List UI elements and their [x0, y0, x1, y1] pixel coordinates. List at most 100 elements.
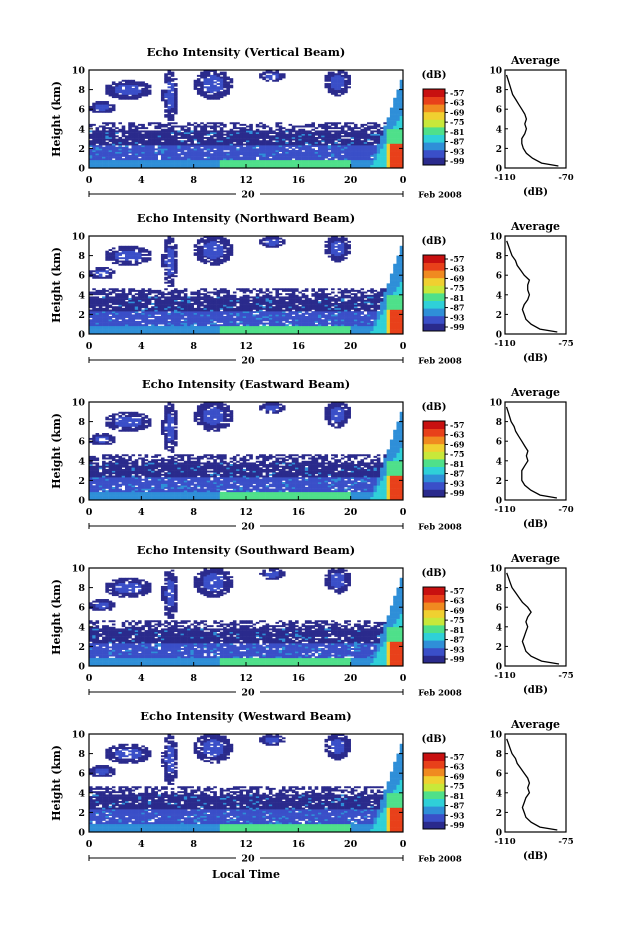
colorbar-tick-label: -63 [450, 98, 465, 108]
avg-y-tick-label: 2 [496, 311, 502, 321]
colorbar-unit: (dB) [422, 734, 447, 745]
y-tick-label: 4 [78, 290, 85, 301]
avg-y-tick-label: 4 [496, 125, 502, 135]
colorbar-tick-label: -63 [450, 762, 465, 772]
colorbar-tick-label: -63 [450, 430, 465, 440]
x-tick-label: 12 [239, 341, 252, 352]
avg-y-tick-label: 4 [496, 457, 502, 467]
y-tick-label: 8 [78, 417, 85, 428]
x-tick-label: 8 [190, 839, 197, 850]
x-tick-label: 4 [138, 341, 145, 352]
x-tick-label: 20 [344, 341, 358, 352]
y-tick-label: 10 [72, 66, 86, 77]
colorbar-tick-label: -69 [450, 107, 465, 117]
x-tick-label: 12 [239, 673, 252, 684]
avg-y-tick-label: 6 [496, 438, 502, 448]
x-tick-label: 0 [86, 673, 93, 684]
colorbar-tick-label: -93 [450, 810, 465, 820]
date-label: Feb 2008 [418, 689, 462, 699]
average-frame [505, 70, 566, 168]
colorbar-unit: (dB) [422, 236, 447, 247]
avg-x-label: (dB) [523, 851, 548, 862]
colorbar-tick-label: -93 [450, 146, 465, 156]
colorbar-tick-label: -93 [450, 644, 465, 654]
average-line [507, 573, 559, 664]
colorbar: -57-63-69-75-81-87-93-99 [423, 88, 465, 166]
colorbar-tick-label: -99 [450, 156, 465, 166]
avg-x-label: (dB) [523, 519, 548, 530]
colorbar-tick-label: -75 [450, 117, 464, 127]
panel-title: Echo Intensity (Vertical Beam) [147, 45, 346, 59]
y-tick-label: 10 [72, 730, 86, 741]
colorbar-tick-label: -87 [450, 303, 464, 313]
colorbar-tick-label: -75 [450, 449, 464, 459]
average-line [507, 241, 558, 332]
colorbar-unit: (dB) [422, 568, 447, 579]
date-label: Feb 2008 [418, 191, 462, 201]
day-label: 20 [241, 688, 255, 699]
colorbar-tick-label: -57 [450, 752, 464, 762]
x-tick-label: 8 [190, 507, 197, 518]
x-tick-label: 0 [400, 839, 407, 850]
x-tick-label: 8 [190, 175, 197, 186]
avg-y-tick-label: 8 [496, 252, 502, 262]
x-tick-label: 16 [292, 673, 306, 684]
x-tick-label: 0 [86, 175, 93, 186]
avg-y-tick-label: 6 [496, 770, 502, 780]
colorbar-tick-label: -69 [450, 439, 465, 449]
day-label: 20 [241, 356, 255, 367]
x-tick-label: 0 [400, 673, 407, 684]
y-tick-label: 4 [78, 622, 85, 633]
panel-title: Echo Intensity (Southward Beam) [137, 543, 355, 557]
y-tick-label: 6 [78, 769, 85, 780]
x-tick-label: 12 [239, 507, 252, 518]
x-tick-label: 20 [344, 839, 358, 850]
colorbar-tick-label: -75 [450, 615, 464, 625]
colorbar: -57-63-69-75-81-87-93-99 [423, 254, 465, 332]
y-tick-label: 8 [78, 749, 85, 760]
y-tick-label: 0 [78, 828, 85, 839]
day-label: 20 [241, 522, 255, 533]
avg-x-label: (dB) [523, 187, 548, 198]
y-tick-label: 2 [78, 476, 85, 487]
x-tick-label: 16 [292, 341, 306, 352]
y-axis-label: Height (km) [50, 81, 63, 157]
y-tick-label: 8 [78, 583, 85, 594]
y-axis-label: Height (km) [50, 579, 63, 655]
avg-x-tick-label: -110 [494, 671, 515, 681]
y-tick-label: 8 [78, 85, 85, 96]
x-tick-label: 8 [190, 673, 197, 684]
y-tick-label: 10 [72, 232, 86, 243]
avg-x-tick-label: -110 [494, 837, 515, 847]
y-tick-label: 0 [78, 662, 85, 673]
x-tick-label: 4 [138, 507, 145, 518]
avg-x-label: (dB) [523, 353, 548, 364]
date-label: Feb 2008 [418, 357, 462, 367]
colorbar-tick-label: -81 [450, 791, 464, 801]
x-tick-label: 8 [190, 341, 197, 352]
colorbar-tick-label: -75 [450, 781, 464, 791]
y-tick-label: 10 [72, 398, 86, 409]
y-tick-label: 4 [78, 124, 85, 135]
avg-y-tick-label: 8 [496, 584, 502, 594]
avg-y-tick-label: 8 [496, 750, 502, 760]
colorbar-tick-label: -99 [450, 820, 465, 830]
average-title: Average [510, 386, 560, 399]
colorbar-tick-label: -87 [450, 137, 464, 147]
avg-y-tick-label: 8 [496, 86, 502, 96]
y-tick-label: 4 [78, 788, 85, 799]
avg-y-tick-label: 10 [489, 233, 502, 243]
colorbar-tick-label: -81 [450, 459, 464, 469]
x-tick-label: 20 [344, 673, 358, 684]
colorbar-tick-label: -57 [450, 254, 464, 264]
avg-x-tick-label: -75 [558, 671, 573, 681]
avg-y-tick-label: 6 [496, 604, 502, 614]
avg-y-tick-label: 2 [496, 145, 502, 155]
day-label: 20 [241, 854, 255, 865]
colorbar-unit: (dB) [422, 402, 447, 413]
avg-y-tick-label: 8 [496, 418, 502, 428]
colorbar: -57-63-69-75-81-87-93-99 [423, 752, 465, 830]
